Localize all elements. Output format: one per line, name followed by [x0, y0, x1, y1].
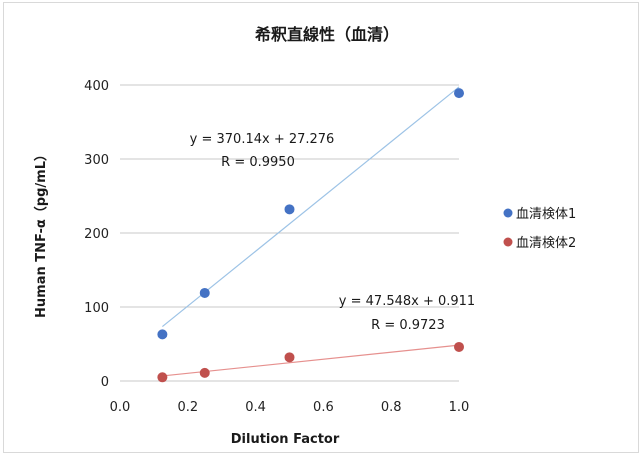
x-tick-label: 0.0: [110, 400, 131, 415]
data-point-series-2: [454, 341, 464, 352]
x-tick-label: 0.4: [245, 400, 266, 415]
series-1-equation: y = 370.14x + 27.276: [190, 132, 335, 147]
data-point-series-1: [157, 329, 168, 340]
trendline-series-1: [161, 86, 460, 328]
trendlines: [161, 86, 460, 377]
data-point-series-2: [157, 372, 168, 383]
legend-label-series-1: 血清検体1: [516, 207, 576, 222]
x-tick-label: 0.6: [313, 400, 334, 415]
legend-label-series-2: 血清検体2: [516, 236, 576, 251]
data-points: [157, 88, 464, 383]
data-point-series-2: [199, 367, 210, 378]
series-1-r-value: R = 0.9950: [221, 155, 295, 170]
series-2-r-value: R = 0.9723: [371, 318, 445, 333]
chart-title: 希釈直線性（血清）: [255, 25, 399, 44]
y-tick-label: 300: [84, 153, 109, 168]
x-tick-label: 0.8: [381, 400, 402, 415]
y-tick-label: 100: [84, 301, 109, 316]
gridlines: [120, 84, 459, 382]
x-tick-label: 1.0: [449, 400, 470, 415]
y-tick-label: 0: [101, 375, 109, 390]
series-2-equation: y = 47.548x + 0.911: [339, 294, 475, 309]
x-tick-labels: 0.0 0.2 0.4 0.6 0.8 1.0: [110, 400, 470, 415]
data-point-series-1: [454, 88, 464, 99]
legend-marker-series-1: [503, 208, 513, 218]
x-axis-title: Dilution Factor: [231, 432, 340, 447]
y-tick-labels: 0 100 200 300 400: [84, 79, 109, 390]
legend: 血清検体1 血清検体2: [503, 207, 576, 251]
y-tick-label: 400: [84, 79, 109, 94]
trendline-series-2: [162, 344, 460, 377]
y-tick-label: 200: [84, 227, 109, 242]
data-point-series-1: [284, 204, 295, 215]
data-point-series-2: [284, 352, 295, 363]
x-tick-label: 0.2: [177, 400, 198, 415]
y-axis-title: Human TNF-α（pg/mL）: [33, 148, 49, 318]
chart-frame: [3, 2, 639, 453]
data-point-series-1: [199, 287, 210, 298]
legend-marker-series-2: [503, 237, 513, 247]
